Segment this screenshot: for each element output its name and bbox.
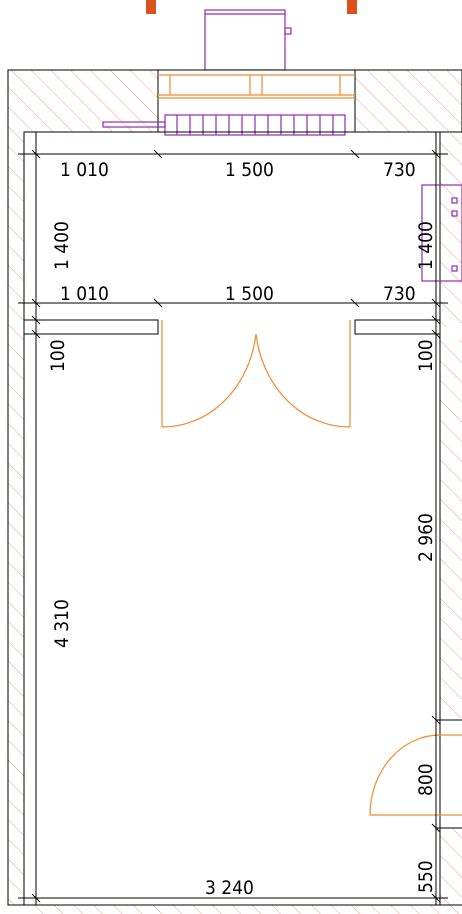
dim-vestibule-left: 1 400 xyxy=(51,221,73,270)
dim-mid-right: 730 xyxy=(383,283,416,305)
side-door xyxy=(369,734,462,816)
room-outline xyxy=(23,131,441,905)
dim-wall-right: 100 xyxy=(415,339,437,372)
section-marker-left xyxy=(146,0,156,14)
dim-wall-left: 100 xyxy=(47,339,69,372)
dimension-lines xyxy=(18,132,462,905)
dim-vestibule-right: 1 400 xyxy=(415,221,437,270)
dimension-labels: 1 010 1 500 730 1 400 1 400 1 010 1 500 … xyxy=(47,159,437,899)
walls xyxy=(7,69,462,914)
dim-door-right: 800 xyxy=(415,763,437,796)
dim-mid-mid: 1 500 xyxy=(225,283,274,305)
partition-wall xyxy=(23,319,441,335)
vestibule-cabinet xyxy=(421,184,462,282)
dim-room-right: 2 960 xyxy=(415,513,437,562)
dim-bottom-width: 3 240 xyxy=(205,877,254,899)
dim-top-right: 730 xyxy=(383,159,416,181)
section-marker-right xyxy=(347,0,357,14)
outside-cabinet xyxy=(204,9,292,71)
dim-corner-right: 550 xyxy=(415,860,437,893)
dim-top-left: 1 010 xyxy=(60,159,109,181)
dim-room-left: 4 310 xyxy=(51,599,73,648)
dim-mid-left: 1 010 xyxy=(60,283,109,305)
dim-top-mid: 1 500 xyxy=(225,159,274,181)
double-door xyxy=(161,320,351,428)
